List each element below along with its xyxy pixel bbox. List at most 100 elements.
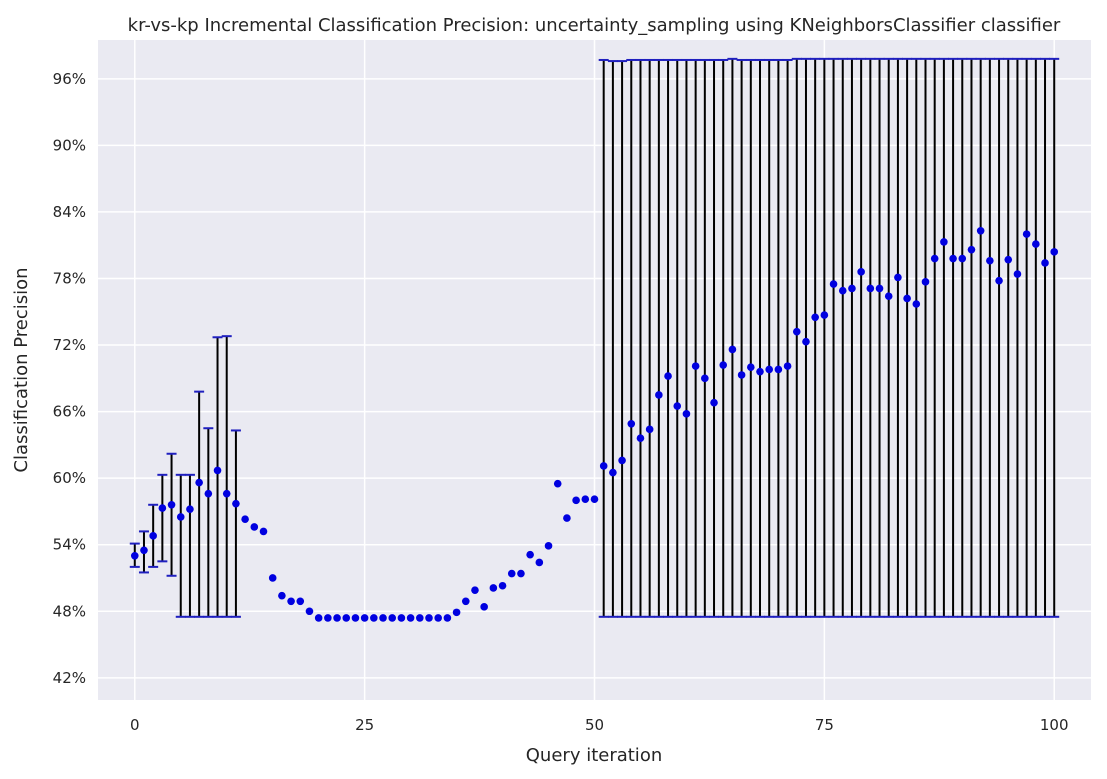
data-point [544, 542, 553, 550]
data-point [967, 245, 976, 254]
data-point [416, 614, 424, 622]
x-tick-label: 25 [355, 716, 374, 734]
data-point [986, 256, 994, 265]
data-point [581, 495, 590, 504]
data-point [471, 586, 479, 594]
data-point [572, 496, 580, 505]
data-point [140, 546, 148, 555]
data-point [737, 371, 746, 379]
y-tick-label: 78% [53, 269, 86, 287]
data-point [351, 614, 360, 622]
data-point [1041, 259, 1049, 267]
data-point [158, 504, 167, 512]
data-point [1050, 248, 1059, 256]
data-point [480, 603, 488, 611]
data-point [232, 499, 240, 508]
data-point [186, 505, 194, 514]
data-point [792, 327, 801, 336]
error-bars [129, 57, 1060, 618]
data-point [599, 462, 608, 470]
chart-title: kr-vs-kp Incremental Classification Prec… [128, 15, 1061, 36]
data-point [747, 363, 755, 372]
data-point [130, 551, 139, 560]
data-point [636, 434, 645, 443]
data-point [553, 479, 562, 488]
y-tick-label: 54% [53, 536, 86, 554]
data-point [875, 284, 884, 293]
data-point [664, 372, 672, 380]
data-point [296, 597, 305, 606]
data-point [958, 254, 967, 263]
data-point [406, 614, 415, 622]
data-point [691, 362, 700, 370]
data-point [517, 569, 525, 578]
data-point [526, 550, 534, 559]
data-point [397, 614, 406, 622]
data-point [259, 527, 268, 536]
y-tick-labels: 42% 48% 54% 60% 66% 72% 78% 84% 90% 96% [53, 70, 86, 687]
y-tick-label: 96% [53, 70, 86, 88]
x-tick-label: 0 [130, 716, 140, 734]
data-point [627, 419, 636, 428]
data-point [719, 361, 728, 369]
data-point [673, 402, 682, 410]
data-point [360, 614, 369, 622]
data-point [1004, 255, 1013, 264]
data-point [728, 345, 737, 354]
data-point [857, 268, 865, 276]
y-tick-label: 48% [53, 602, 86, 620]
data-point [379, 614, 387, 622]
y-tick-label: 84% [53, 203, 86, 221]
data-point [1032, 240, 1040, 248]
data-point [921, 278, 930, 286]
data-point [324, 614, 332, 622]
data-point [268, 574, 277, 582]
y-tick-label: 66% [53, 403, 86, 421]
data-point [609, 468, 617, 477]
data-point [167, 500, 176, 509]
data-point [149, 532, 157, 540]
data-point [848, 284, 856, 293]
y-tick-label: 90% [53, 136, 86, 154]
data-point [866, 284, 875, 293]
data-point [250, 523, 259, 531]
data-point [461, 597, 470, 606]
data-point [783, 362, 792, 370]
data-point [425, 614, 433, 622]
data-point [618, 456, 626, 465]
data-point [507, 569, 516, 578]
data-point [995, 276, 1003, 285]
data-point [655, 391, 663, 399]
data-point [489, 584, 498, 592]
data-point [1022, 230, 1031, 238]
x-axis-label: Query iteration [526, 745, 662, 766]
data-point [176, 513, 185, 521]
y-axis-label: Classification Precision [11, 267, 32, 472]
data-point [195, 478, 203, 487]
data-point [976, 226, 985, 235]
x-tick-label: 50 [585, 716, 604, 734]
data-point [213, 466, 222, 475]
data-point [287, 597, 295, 606]
data-point [434, 614, 442, 622]
data-point [370, 614, 378, 622]
data-points [130, 226, 1059, 622]
data-point [314, 614, 323, 622]
data-point [701, 374, 709, 383]
data-point [563, 514, 571, 522]
data-point [894, 273, 902, 282]
y-tick-label: 42% [53, 669, 86, 687]
data-point [811, 313, 819, 322]
data-point [682, 410, 691, 418]
data-point [820, 311, 829, 319]
data-point [590, 495, 599, 504]
y-tick-label: 72% [53, 336, 86, 354]
data-point [930, 254, 939, 263]
data-point [241, 515, 249, 523]
data-point [903, 294, 911, 303]
data-point [342, 614, 351, 622]
data-point [645, 425, 654, 434]
x-tick-label: 75 [815, 716, 834, 734]
data-point [949, 254, 957, 263]
y-tick-label: 60% [53, 469, 86, 487]
